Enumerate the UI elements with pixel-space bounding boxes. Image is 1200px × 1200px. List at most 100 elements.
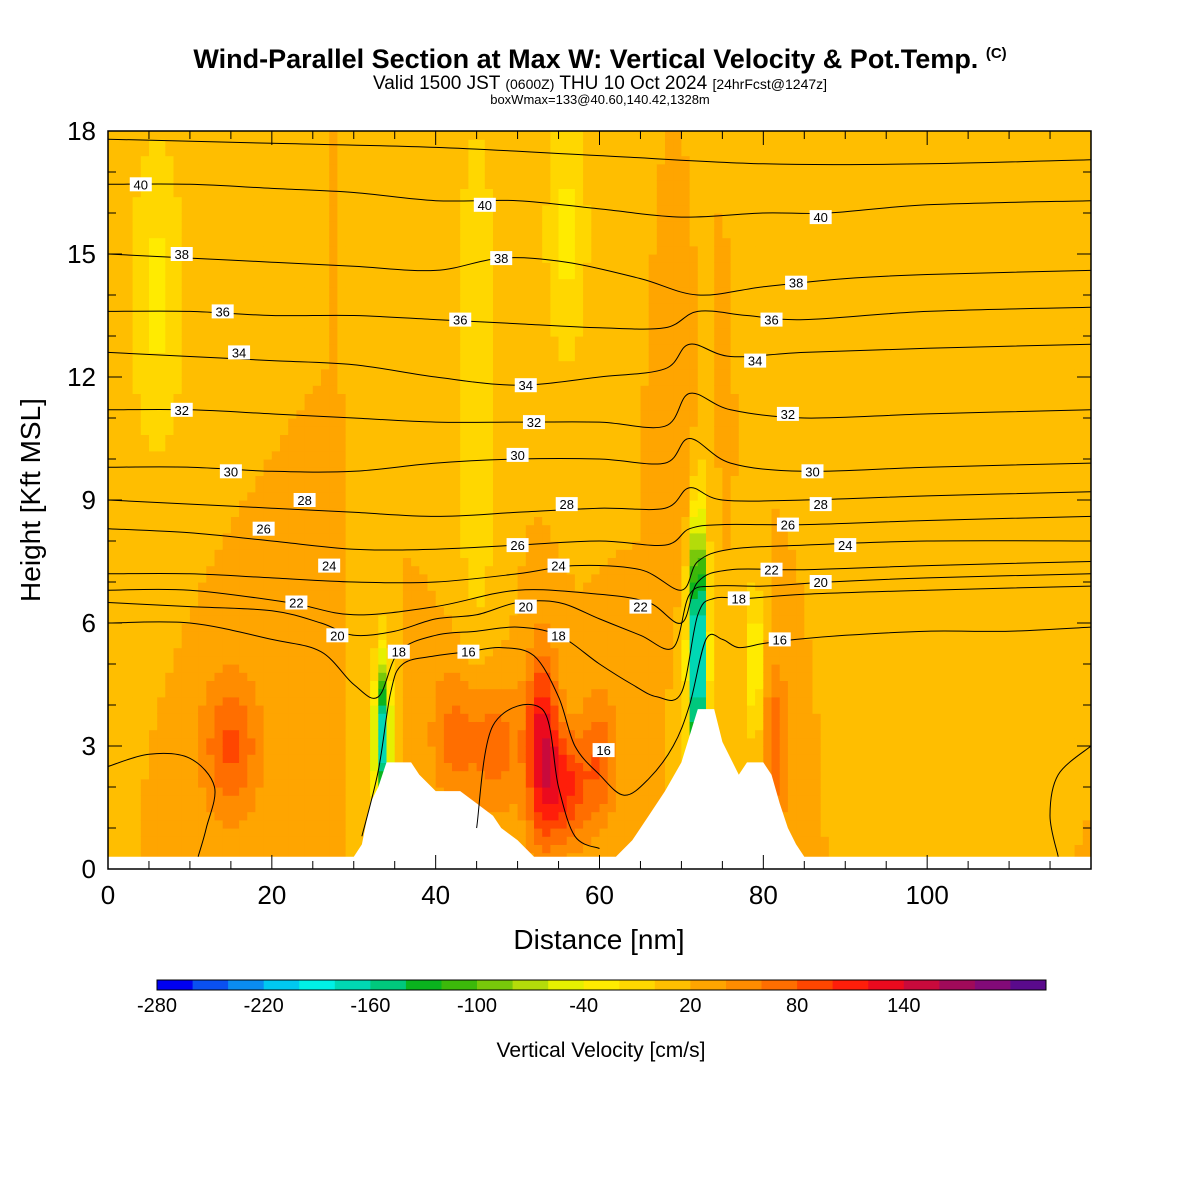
velocity-cell — [239, 565, 248, 575]
velocity-cell — [525, 787, 535, 796]
velocity-cell — [468, 147, 478, 157]
velocity-cell — [247, 729, 257, 739]
velocity-cell — [378, 631, 388, 640]
velocity-cell — [312, 623, 322, 632]
velocity-cell — [329, 196, 338, 206]
velocity-cell — [312, 319, 322, 329]
velocity-cell — [296, 377, 306, 386]
velocity-cell — [550, 245, 560, 255]
velocity-cell — [271, 213, 281, 222]
velocity-cell — [509, 204, 519, 214]
velocity-cell — [468, 754, 478, 763]
velocity-cell — [443, 131, 453, 140]
velocity-cell — [214, 344, 224, 353]
velocity-cell — [108, 705, 117, 714]
velocity-cell — [345, 483, 355, 493]
velocity-cell — [239, 254, 248, 263]
velocity-cell — [280, 475, 289, 485]
velocity-cell — [263, 754, 273, 763]
velocity-cell — [149, 188, 158, 198]
velocity-cell — [198, 409, 207, 419]
velocity-cell — [140, 549, 150, 558]
velocity-cell — [484, 688, 494, 698]
velocity-cell — [402, 336, 412, 345]
velocity-cell — [484, 303, 494, 312]
velocity-cell — [140, 819, 150, 829]
velocity-cell — [189, 549, 199, 558]
velocity-cell — [263, 778, 273, 788]
velocity-cell — [321, 360, 330, 370]
velocity-cell — [337, 557, 347, 567]
velocity-cell — [189, 590, 199, 599]
velocity-cell — [296, 327, 306, 337]
velocity-cell — [493, 647, 502, 657]
velocity-cell — [157, 532, 166, 542]
velocity-cell — [378, 360, 388, 370]
velocity-cell — [173, 655, 183, 665]
velocity-cell — [157, 147, 166, 157]
velocity-cell — [181, 614, 191, 624]
velocity-cell — [296, 811, 306, 821]
velocity-cell — [394, 598, 404, 608]
velocity-cell — [230, 770, 240, 780]
velocity-cell — [288, 746, 297, 755]
velocity-cell — [443, 754, 453, 763]
velocity-cell — [435, 737, 445, 747]
velocity-cell — [214, 705, 224, 714]
velocity-cell — [411, 516, 420, 526]
velocity-cell — [230, 393, 240, 403]
velocity-cell — [157, 196, 166, 206]
velocity-cell — [345, 188, 355, 198]
velocity-cell — [165, 746, 175, 755]
velocity-cell — [435, 286, 445, 296]
velocity-cell — [509, 385, 519, 394]
velocity-cell — [132, 614, 142, 624]
velocity-cell — [394, 295, 404, 304]
velocity-cell — [271, 828, 281, 837]
velocity-cell — [222, 811, 232, 821]
velocity-cell — [452, 450, 461, 460]
velocity-cell — [394, 385, 404, 394]
velocity-cell — [214, 327, 224, 337]
velocity-cell — [206, 475, 216, 485]
velocity-cell — [222, 573, 232, 583]
velocity-cell — [296, 303, 306, 312]
velocity-cell — [198, 647, 207, 657]
velocity-cell — [263, 180, 273, 189]
velocity-cell — [361, 778, 371, 788]
velocity-cell — [206, 639, 216, 649]
velocity-cell — [321, 450, 330, 460]
velocity-cell — [173, 762, 183, 772]
velocity-cell — [271, 737, 281, 747]
velocity-cell — [435, 278, 445, 288]
velocity-cell — [435, 598, 445, 608]
velocity-cell — [361, 237, 371, 247]
velocity-cell — [493, 278, 502, 288]
velocity-cell — [484, 459, 494, 468]
velocity-cell — [304, 590, 314, 599]
velocity-cell — [542, 491, 551, 501]
velocity-cell — [460, 500, 469, 509]
velocity-cell — [550, 377, 560, 386]
velocity-cell — [149, 795, 158, 804]
velocity-cell — [304, 180, 314, 189]
velocity-cell — [263, 565, 273, 575]
velocity-cell — [411, 295, 420, 304]
velocity-cell — [214, 590, 224, 599]
velocity-cell — [353, 483, 363, 493]
velocity-cell — [542, 303, 551, 312]
velocity-cell — [419, 680, 429, 690]
velocity-cell — [542, 557, 551, 567]
velocity-cell — [132, 573, 142, 583]
velocity-cell — [116, 664, 125, 673]
velocity-cell — [247, 664, 257, 673]
velocity-cell — [157, 491, 166, 501]
velocity-cell — [280, 516, 289, 526]
velocity-cell — [419, 672, 429, 681]
velocity-cell — [329, 836, 338, 845]
velocity-cell — [263, 442, 273, 452]
velocity-cell — [206, 442, 216, 452]
velocity-cell — [247, 409, 257, 419]
velocity-cell — [361, 262, 371, 271]
velocity-cell — [247, 721, 257, 731]
